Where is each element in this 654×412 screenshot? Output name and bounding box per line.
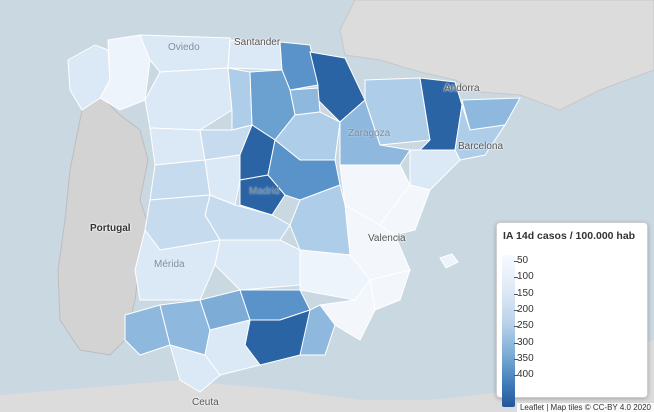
france-landmass — [339, 0, 654, 111]
label-portugal: Portugal — [90, 223, 131, 234]
legend-title: IA 14d casos / 100.000 hab — [503, 230, 636, 242]
attribution-text: Leaflet | Map tiles © CC-BY 4.0 2020 — [519, 403, 651, 412]
region-cadiz[interactable] — [169, 344, 221, 393]
map-attribution[interactable]: Leaflet | Map tiles © CC-BY 4.0 2020 — [516, 403, 654, 412]
label-santander: Santander — [234, 37, 281, 48]
region-palencia[interactable] — [227, 67, 253, 131]
region-salamanca[interactable] — [149, 159, 211, 201]
region-almeria[interactable] — [299, 304, 336, 356]
label-ceuta: Ceuta — [192, 397, 219, 408]
legend-tick-250: 250 — [514, 320, 534, 332]
legend-tick-200: 200 — [514, 303, 534, 315]
label-zaragoza: Zaragoza — [348, 128, 391, 139]
label-barcelona: Barcelona — [458, 141, 504, 152]
region-asturias[interactable] — [139, 34, 231, 73]
legend-tick-350: 350 — [514, 352, 534, 364]
corsica-landmass — [600, 20, 625, 70]
region-girona[interactable] — [461, 97, 521, 131]
label-valencia: Valencia — [368, 233, 406, 244]
label-oviedo: Oviedo — [168, 42, 200, 53]
region-leon[interactable] — [144, 67, 233, 131]
legend-tick-50: 50 — [513, 255, 529, 266]
legend-tick-300: 300 — [514, 336, 534, 348]
region-huesca[interactable] — [364, 77, 431, 146]
label-merida: Mérida — [154, 259, 185, 270]
region-huelva[interactable] — [124, 304, 171, 356]
legend-tick-100: 100 — [514, 271, 534, 283]
label-andorra: Andorra — [444, 83, 480, 94]
region-zamora[interactable] — [149, 127, 206, 166]
legend-tick-150: 150 — [514, 287, 534, 299]
legend-tick-400: 400 — [514, 369, 534, 381]
region-balearic[interactable] — [439, 253, 459, 269]
label-madrid: Madrid — [249, 186, 280, 197]
region-ciudad-real[interactable] — [214, 239, 301, 291]
region-madrid[interactable] — [239, 174, 286, 216]
color-legend: IA 14d casos / 100.000 hab 50 100 150 200 25… — [496, 222, 648, 407]
africa-landmass — [0, 340, 654, 412]
region-avila[interactable] — [204, 154, 241, 206]
region-guadalajara[interactable] — [267, 139, 341, 201]
region-pais-vasco[interactable] — [279, 41, 319, 91]
region-badajoz[interactable] — [134, 228, 221, 301]
legend-gradient-bar — [502, 255, 515, 407]
region-tarragona[interactable] — [409, 149, 461, 191]
